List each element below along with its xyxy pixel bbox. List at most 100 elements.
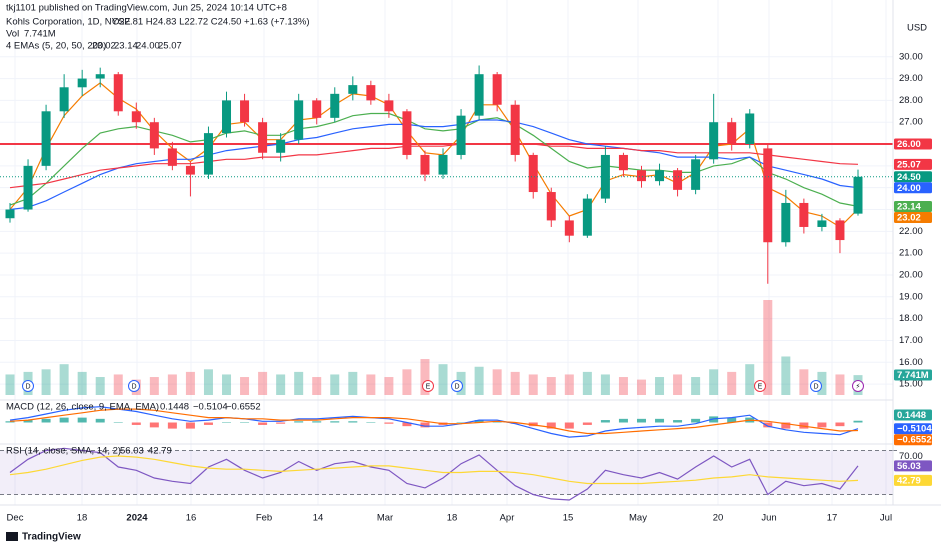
candle-body (474, 74, 484, 116)
candle-body (384, 100, 394, 112)
rsi-line (9, 455, 859, 485)
macd-histogram-bar (384, 422, 394, 424)
volume-bar (95, 377, 105, 395)
macd-histogram-bar (763, 422, 773, 428)
macd-histogram-bar (276, 422, 286, 424)
vol-value: 7.741M (24, 29, 56, 40)
macd-histogram-bar (185, 422, 195, 429)
currency: USD (907, 23, 927, 34)
macd-histogram-bar (59, 417, 69, 423)
volume-bar (59, 364, 69, 395)
macd-histogram-bar (564, 422, 574, 429)
price-label: 0.1448 (897, 410, 926, 421)
price-label: 24.00 (897, 183, 921, 194)
ema-label: 4 EMAs (5, 20, 50, 200) (6, 41, 106, 52)
y-tick-label: 17.00 (899, 335, 923, 346)
macd-histogram-bar (420, 422, 430, 428)
macd-histogram-bar (835, 422, 845, 427)
candle-body (817, 220, 827, 227)
candle-body (330, 93, 340, 118)
candle-body (276, 139, 286, 153)
volume-bar (294, 371, 304, 395)
candle-body (438, 154, 448, 175)
volume-bar (745, 364, 755, 395)
price-label: 56.03 (897, 461, 921, 472)
price-label-box (894, 423, 932, 435)
ohlc: O22.81 H24.83 L22.72 C24.50 +1.63 (+7.13… (112, 17, 310, 28)
macd-histogram-bar (817, 422, 827, 428)
macd-histogram-bar (456, 422, 466, 423)
candle-body (41, 111, 51, 166)
candle-body (240, 100, 250, 123)
macd-histogram-bar (709, 416, 719, 423)
candle-body (745, 113, 755, 145)
price-label: −0.6552 (897, 435, 932, 446)
volume-bar (709, 369, 719, 395)
volume-bar (600, 374, 610, 395)
candle-body (167, 148, 177, 166)
volume-bar (618, 377, 628, 395)
y-tick-label: 15.00 (899, 379, 923, 390)
candle-body (727, 122, 737, 145)
candle-body (835, 220, 845, 241)
price-label: 7.741M (897, 370, 929, 381)
price-label-box (894, 158, 932, 170)
x-tick-label: 18 (77, 513, 88, 524)
macd-value: 0.1448 (160, 402, 189, 413)
volume-bar (835, 374, 845, 395)
ema-value: 25.07 (158, 41, 182, 52)
price-label-box (894, 369, 932, 381)
macd-histogram-bar (799, 422, 809, 429)
macd-histogram-bar (636, 418, 646, 423)
macd-histogram-bar (77, 417, 87, 423)
x-tick-label: 14 (313, 513, 324, 524)
price-label: 42.79 (897, 475, 921, 486)
macd-histogram-bar (312, 421, 322, 423)
macd-value: −0.6552 (226, 402, 261, 413)
event-marker (128, 380, 140, 392)
volume-bar (77, 371, 87, 395)
macd-histogram-bar (167, 422, 177, 429)
x-tick-label: 16 (186, 513, 197, 524)
volume-bar (41, 369, 51, 395)
price-label: −0.5104 (897, 424, 932, 435)
candle-body (853, 176, 863, 214)
ema-value: 23.14 (114, 41, 138, 52)
rsi-value: 42.79 (148, 446, 172, 457)
price-label-box (894, 409, 932, 421)
event-label: D (25, 383, 30, 390)
footer: TradingView (6, 532, 81, 543)
price-label: 23.02 (897, 212, 921, 223)
candle-body (131, 111, 141, 123)
volume-bar (258, 371, 268, 395)
volume-bar (384, 377, 394, 395)
volume-bar (474, 366, 484, 395)
macd-histogram-bar (781, 422, 791, 429)
volume-bar (366, 374, 376, 395)
x-tick-label: Jun (761, 513, 776, 524)
volume-bar (564, 374, 574, 395)
volume-bar (655, 377, 665, 395)
candle-body (5, 209, 15, 219)
candle-body (185, 165, 195, 175)
candle-body (582, 198, 592, 236)
candle-body (59, 87, 69, 112)
x-tick-label: 17 (827, 513, 838, 524)
macd-histogram-bar (673, 420, 683, 423)
x-tick-label: Mar (377, 513, 393, 524)
volume-bar (167, 374, 177, 395)
macd-histogram-bar (402, 422, 412, 427)
price-label-box (894, 200, 932, 212)
candle-body (456, 115, 466, 155)
event-marker (22, 380, 34, 392)
price-label-box (894, 138, 932, 150)
volume-bar (781, 356, 791, 395)
candle-body (312, 100, 322, 118)
macd-histogram-bar (5, 421, 15, 423)
candle-body (366, 85, 376, 101)
volume-bar (691, 377, 701, 395)
macd-histogram-bar (240, 422, 250, 423)
macd-histogram-bar (41, 418, 51, 423)
price-label-box (894, 460, 932, 472)
volume-bar (510, 371, 520, 395)
